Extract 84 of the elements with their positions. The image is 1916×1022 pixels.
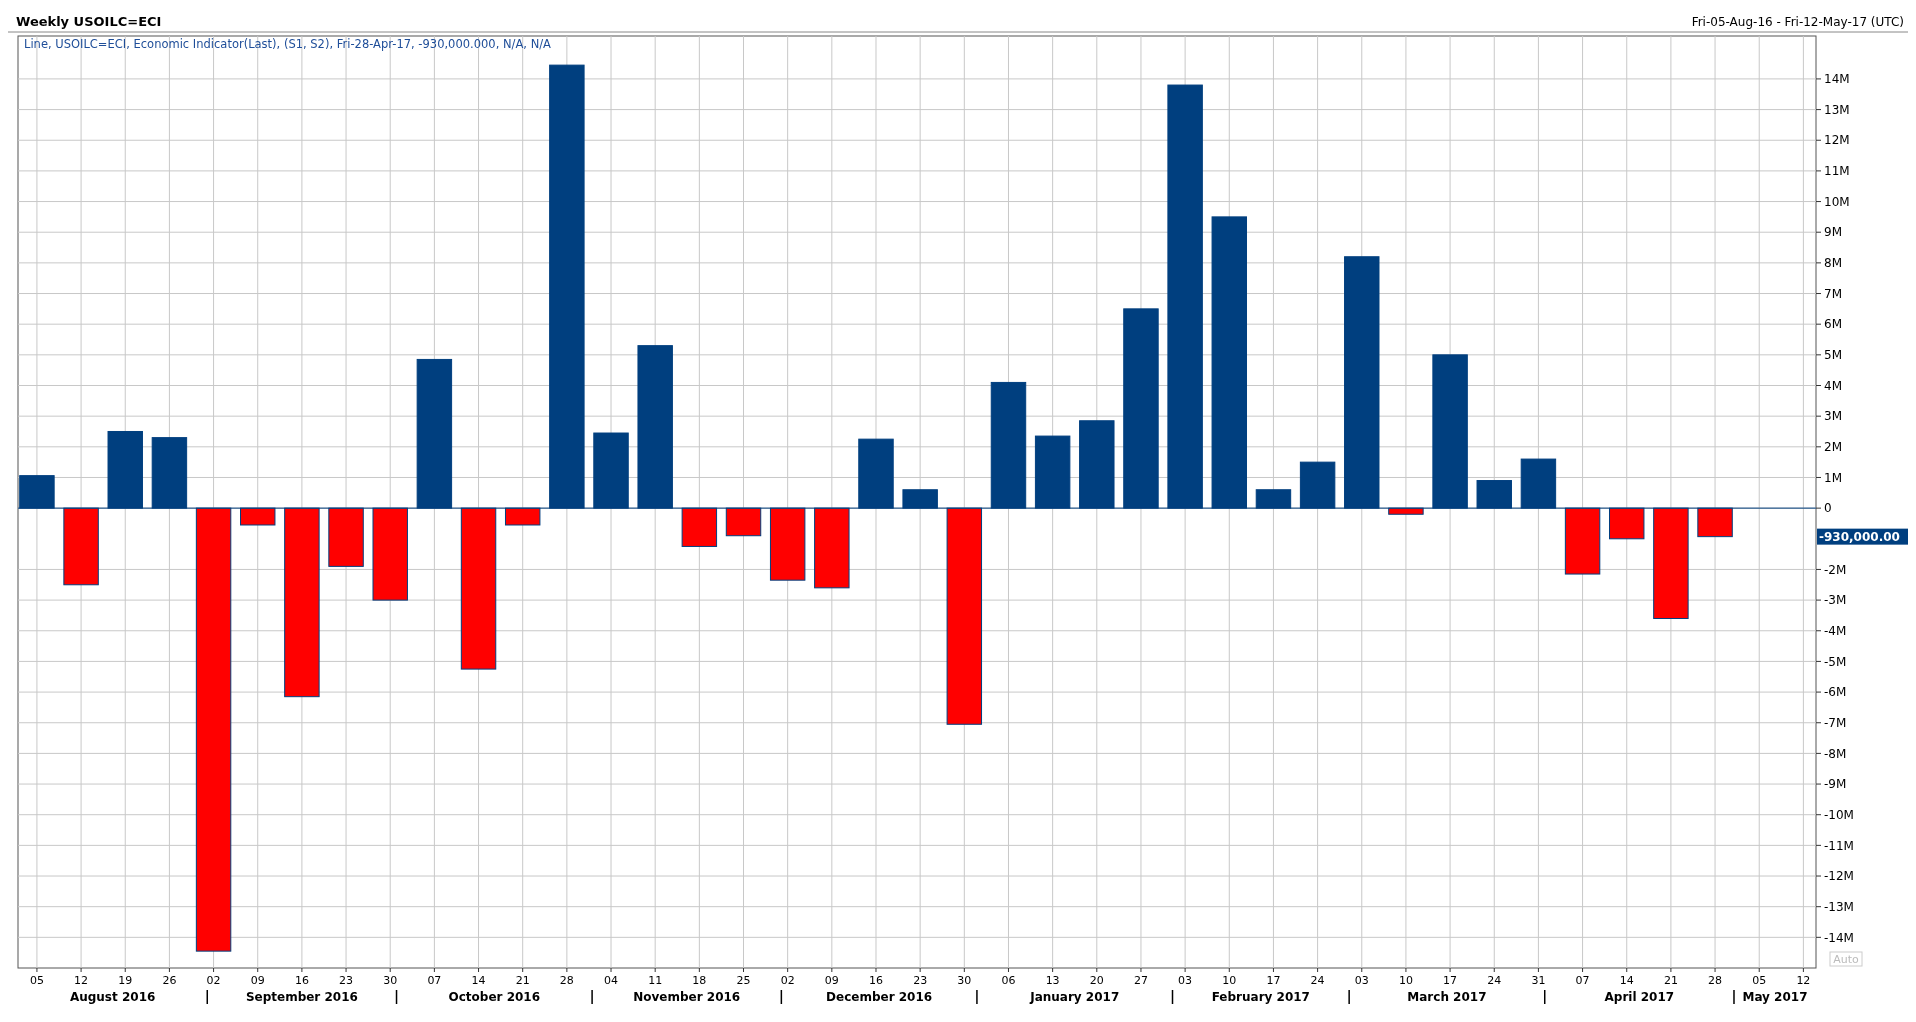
x-tick-label: 09: [824, 974, 839, 987]
y-tick-label: 6M: [1824, 317, 1842, 332]
y-tick-label: -3M: [1824, 593, 1847, 608]
text: October 2016: [448, 990, 541, 1004]
y-tick-label: -8M: [1824, 746, 1847, 761]
x-tick-label: 21: [1663, 974, 1678, 987]
x-tick-label: 10: [1222, 974, 1237, 987]
text: September 2016: [245, 990, 358, 1004]
x-tick-label: 19: [118, 974, 133, 987]
x-tick-label: 02: [206, 974, 221, 987]
x-tick-label: 14: [471, 974, 486, 987]
x-tick-label: 21: [515, 974, 530, 987]
text: January 2017: [1029, 990, 1120, 1004]
y-tick-label: -13M: [1824, 899, 1854, 914]
text: August 2016: [69, 990, 156, 1004]
x-tick-label: 04: [604, 974, 619, 987]
x-tick-label: 20: [1089, 974, 1104, 987]
x-tick-label: 28: [559, 974, 574, 987]
y-tick-label: -2M: [1824, 562, 1847, 577]
x-tick-label: 05: [29, 974, 44, 987]
y-tick-label: -14M: [1824, 930, 1854, 945]
x-tick-label: 27: [1133, 974, 1148, 987]
x-tick-label: 30: [957, 974, 972, 987]
chart-subtitle: Line, USOILC=ECI, Economic Indicator(Last), (S1, S2), Fri-28-Apr-17, -930,000.000, N/A, N/A: [24, 37, 552, 51]
y-tick-label: 3M: [1824, 409, 1842, 424]
y-tick-label: 7M: [1824, 286, 1842, 301]
y-tick-label: 14M: [1824, 72, 1850, 87]
x-tick-label: 06: [1001, 974, 1016, 987]
text: Fri-05-Aug-16 - Fri-12-May-17 (UTC): [1691, 15, 1904, 29]
x-tick-label: 11: [648, 974, 663, 987]
x-tick-label: 17: [1443, 974, 1458, 987]
y-tick-label: 1M: [1824, 470, 1842, 485]
y-tick-label: 9M: [1824, 225, 1842, 240]
y-tick-label: 11M: [1824, 164, 1850, 179]
y-tick-label: 8M: [1824, 256, 1842, 271]
y-tick-label: -4M: [1824, 623, 1847, 638]
y-tick-label: -11M: [1824, 838, 1854, 853]
x-tick-label: 16: [294, 974, 309, 987]
auto-button: Auto: [1829, 951, 1863, 967]
text: December 2016: [826, 990, 933, 1004]
y-tick-label: -12M: [1824, 869, 1854, 884]
text: -930,000.00: [1819, 529, 1900, 544]
x-tick-label: 13: [1045, 974, 1060, 987]
y-tick-label: -10M: [1824, 807, 1854, 822]
x-tick-label: 28: [1708, 974, 1723, 987]
text: February 2017: [1211, 990, 1310, 1004]
x-tick-label: 07: [427, 974, 442, 987]
y-tick-label: 0: [1824, 501, 1832, 516]
y-tick-label: -9M: [1824, 777, 1847, 792]
x-tick-label: 24: [1487, 974, 1502, 987]
y-tick-label: 4M: [1824, 378, 1842, 393]
x-tick-label: 31: [1531, 974, 1546, 987]
x-tick-label: 02: [780, 974, 795, 987]
text: November 2016: [633, 990, 741, 1004]
y-tick-label: 13M: [1824, 102, 1850, 117]
y-tick-label: 2M: [1824, 440, 1842, 455]
x-tick-label: 07: [1575, 974, 1590, 987]
chart-title: Weekly USOILC=ECI: [16, 14, 162, 29]
x-tick-label: 30: [383, 974, 398, 987]
x-tick-label: 03: [1178, 974, 1193, 987]
y-tick-label: 5M: [1824, 348, 1842, 363]
x-tick-label: 14: [1619, 974, 1634, 987]
text: March 2017: [1407, 990, 1487, 1004]
x-tick-label: 23: [913, 974, 928, 987]
x-tick-label: 17: [1266, 974, 1281, 987]
x-tick-label: 12: [74, 974, 89, 987]
y-tick-label: -5M: [1824, 654, 1847, 669]
x-tick-label: 26: [162, 974, 177, 987]
x-tick-label: 05: [1752, 974, 1767, 987]
x-tick-label: 10: [1398, 974, 1413, 987]
x-tick-label: 12: [1796, 974, 1811, 987]
x-tick-label: 18: [692, 974, 707, 987]
y-tick-label: 10M: [1824, 194, 1850, 209]
x-tick-label: 23: [339, 974, 354, 987]
y-tick-label: -7M: [1824, 715, 1847, 730]
x-tick-label: 16: [868, 974, 883, 987]
text: April 2017: [1604, 990, 1675, 1004]
x-tick-label: 24: [1310, 974, 1325, 987]
y-tick-label: 12M: [1824, 133, 1850, 148]
x-tick-label: 03: [1354, 974, 1369, 987]
x-tick-label: 25: [736, 974, 751, 987]
text: May 2017: [1742, 990, 1808, 1004]
x-tick-label: 09: [250, 974, 265, 987]
y-tick-label: -6M: [1824, 685, 1847, 700]
